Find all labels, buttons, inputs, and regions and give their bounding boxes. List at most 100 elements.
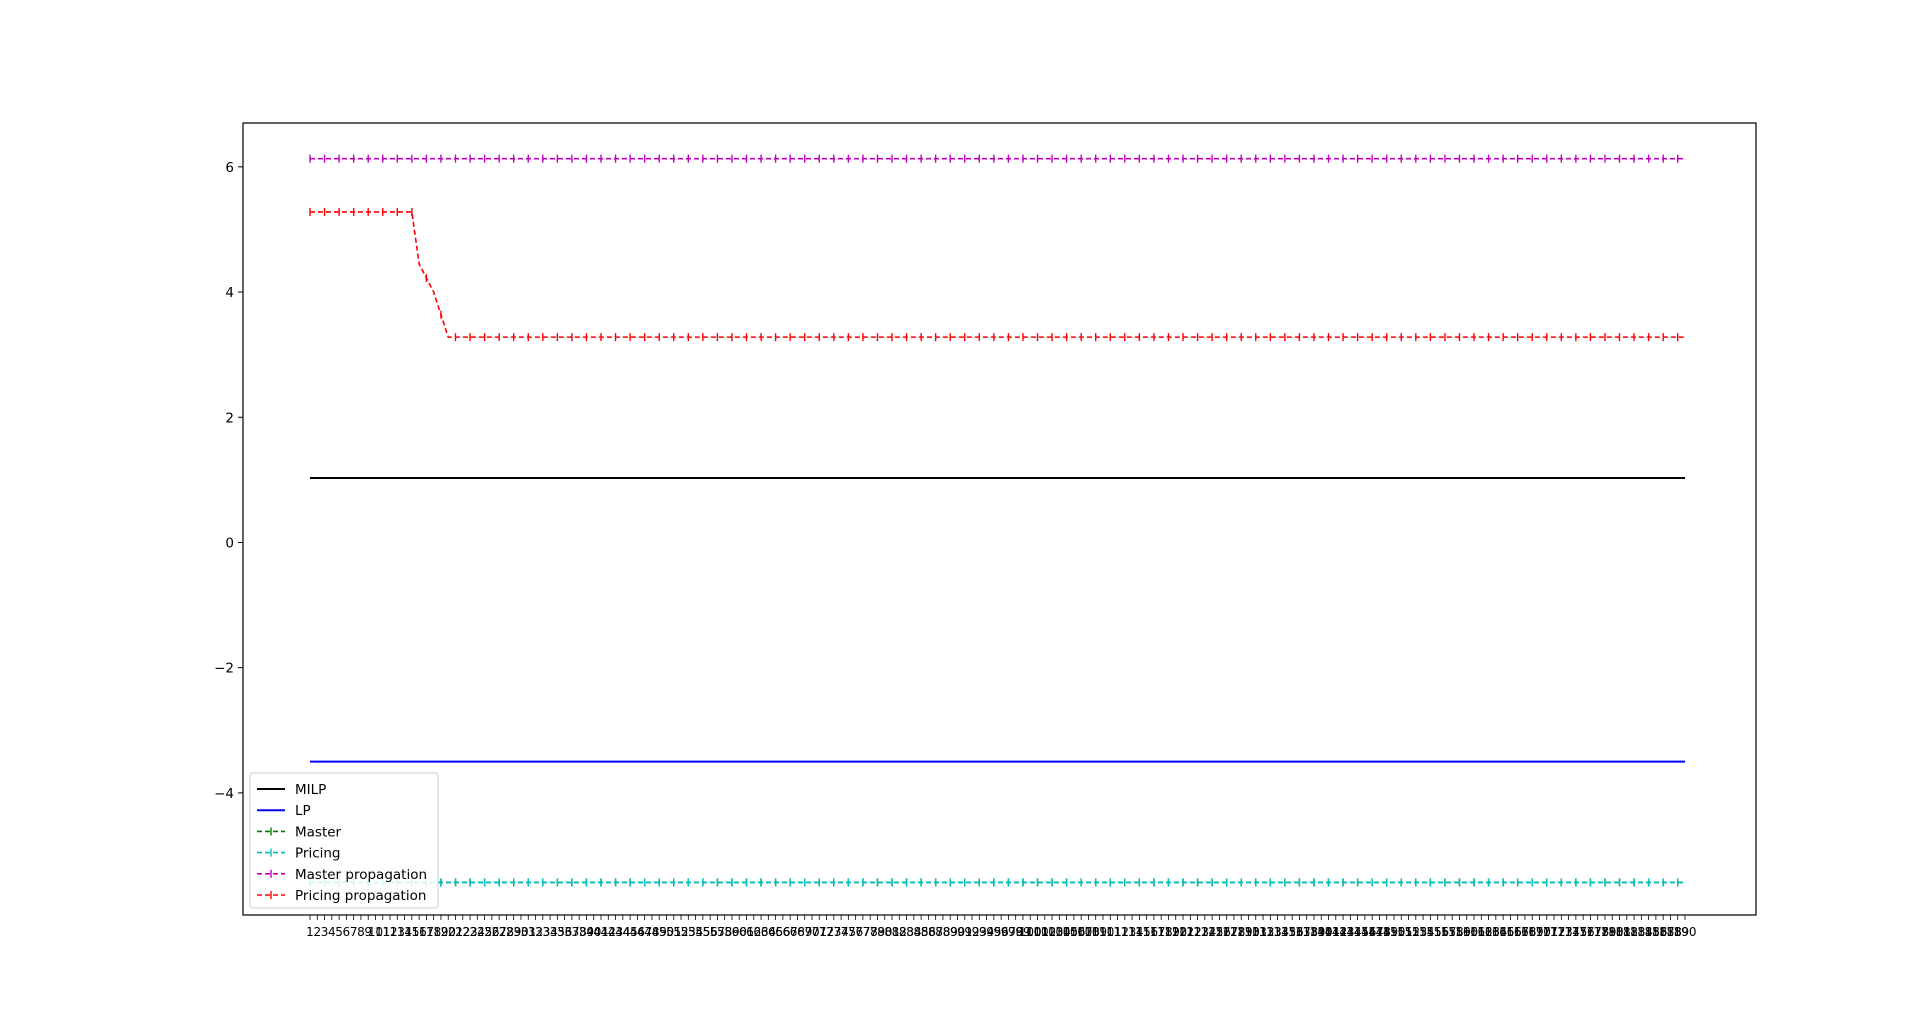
- x-tick-label: 120: [1164, 925, 1187, 939]
- x-tick-label: 77: [855, 925, 870, 939]
- x-tick-label: 161: [1463, 925, 1486, 939]
- x-tick-label: 91: [957, 925, 972, 939]
- x-tick-label: 71: [812, 925, 827, 939]
- x-tick-label: 117: [1142, 925, 1165, 939]
- x-tick-label: 86: [921, 925, 936, 939]
- legend-item-pricing: Pricing: [257, 846, 341, 862]
- x-tick-label: 131: [1244, 925, 1267, 939]
- x-tick-label: 42: [601, 925, 616, 939]
- x-tick-label: 94: [979, 925, 994, 939]
- x-tick-label: 83: [899, 925, 914, 939]
- x-tick-label: 35: [550, 925, 565, 939]
- x-tick-label: 163: [1477, 925, 1500, 939]
- x-tick-label: 99: [1015, 925, 1030, 939]
- legend-label: LP: [295, 803, 311, 819]
- x-tick-label: 28: [499, 925, 514, 939]
- legend-label: Pricing: [295, 846, 341, 862]
- x-tick-label: 33: [535, 925, 550, 939]
- x-tick-label: 26: [484, 925, 499, 939]
- x-tick-label: 188: [1659, 925, 1682, 939]
- x-tick-label: 36: [557, 925, 572, 939]
- x-tick-label: 146: [1353, 925, 1376, 939]
- x-tick-label: 24: [470, 925, 485, 939]
- x-tick-label: 53: [681, 925, 696, 939]
- x-tick-label: 20: [441, 925, 456, 939]
- x-tick-label: 11: [375, 925, 390, 939]
- x-axis: 1 2 3 4 5 6 7 8 91011121314151617181920212223242…: [306, 915, 1696, 939]
- y-axis: −4 −2 0 2 4 6: [214, 160, 243, 802]
- x-tick-label: 162: [1470, 925, 1493, 939]
- x-tick-label: 23: [462, 925, 477, 939]
- x-tick-label: 79: [870, 925, 885, 939]
- x-tick-label: 185: [1637, 925, 1660, 939]
- x-tick-label: 127: [1215, 925, 1238, 939]
- x-tick-label: 145: [1346, 925, 1369, 939]
- x-tick-label: 2: [313, 925, 321, 939]
- x-tick-label: 150: [1383, 925, 1406, 939]
- x-tick-label: 69: [797, 925, 812, 939]
- x-tick-label: 178: [1586, 925, 1609, 939]
- x-tick-label: 148: [1368, 925, 1391, 939]
- x-tick-label: 135: [1273, 925, 1296, 939]
- x-tick-label: 169: [1521, 925, 1544, 939]
- x-tick-label: 157: [1433, 925, 1456, 939]
- x-tick-label: 75: [841, 925, 856, 939]
- x-tick-label: 119: [1157, 925, 1180, 939]
- x-tick-label: 100: [1019, 925, 1042, 939]
- x-tick-label: 92: [964, 925, 979, 939]
- x-tick-label: 126: [1208, 925, 1231, 939]
- x-tick-label: 116: [1135, 925, 1158, 939]
- x-tick-label: 87: [928, 925, 943, 939]
- x-tick-label: 180: [1601, 925, 1624, 939]
- x-tick-label: 55: [695, 925, 710, 939]
- y-tick-label: 2: [225, 410, 234, 426]
- x-tick-label: 136: [1281, 925, 1304, 939]
- x-tick-label: 112: [1106, 925, 1129, 939]
- x-tick-label: 89: [943, 925, 958, 939]
- x-tick-label: 22: [455, 925, 470, 939]
- x-tick-label: 189: [1666, 925, 1689, 939]
- x-tick-label: 78: [863, 925, 878, 939]
- x-tick-label: 17: [419, 925, 434, 939]
- x-tick-label: 21: [448, 925, 463, 939]
- legend: MILP LP Master Pricing Master propagation Pri…: [249, 772, 439, 909]
- x-tick-label: 107: [1070, 925, 1093, 939]
- x-tick-label: 13: [390, 925, 405, 939]
- x-tick-label: 96: [993, 925, 1008, 939]
- x-tick-label: 50: [659, 925, 674, 939]
- x-tick-label: 171: [1535, 925, 1558, 939]
- x-tick-label: 43: [608, 925, 623, 939]
- x-tick-label: 101: [1026, 925, 1049, 939]
- x-tick-label: 108: [1077, 925, 1100, 939]
- x-tick-label: 123: [1186, 925, 1209, 939]
- x-tick-label: 156: [1426, 925, 1449, 939]
- x-tick-label: 164: [1484, 925, 1507, 939]
- x-tick-label: 114: [1121, 925, 1144, 939]
- x-tick-label: 147: [1361, 925, 1384, 939]
- x-tick-label: 97: [1001, 925, 1016, 939]
- x-tick-label: 159: [1448, 925, 1471, 939]
- x-tick-label: 61: [739, 925, 754, 939]
- x-tick-label: 47: [637, 925, 652, 939]
- x-tick-label: 111: [1099, 925, 1122, 939]
- x-tick-label: 54: [688, 925, 703, 939]
- x-tick-label: 93: [972, 925, 987, 939]
- x-tick-label: 129: [1230, 925, 1253, 939]
- x-tick-label: 190: [1674, 925, 1697, 939]
- x-tick-label: 40: [586, 925, 601, 939]
- x-tick-label: 186: [1644, 925, 1667, 939]
- x-tick-label: 48: [644, 925, 659, 939]
- x-tick-label: 63: [753, 925, 768, 939]
- x-tick-label: 8: [357, 925, 365, 939]
- x-tick-label: 124: [1193, 925, 1216, 939]
- x-tick-label: 141: [1317, 925, 1340, 939]
- x-tick-label: 90: [950, 925, 965, 939]
- x-tick-label: 39: [579, 925, 594, 939]
- x-tick-label: 3: [321, 925, 329, 939]
- x-tick-label: 182: [1615, 925, 1638, 939]
- x-tick-label: 9: [364, 925, 372, 939]
- x-tick-label: 7: [350, 925, 358, 939]
- x-tick-label: 177: [1579, 925, 1602, 939]
- x-tick-label: 153: [1404, 925, 1427, 939]
- x-tick-label: 170: [1528, 925, 1551, 939]
